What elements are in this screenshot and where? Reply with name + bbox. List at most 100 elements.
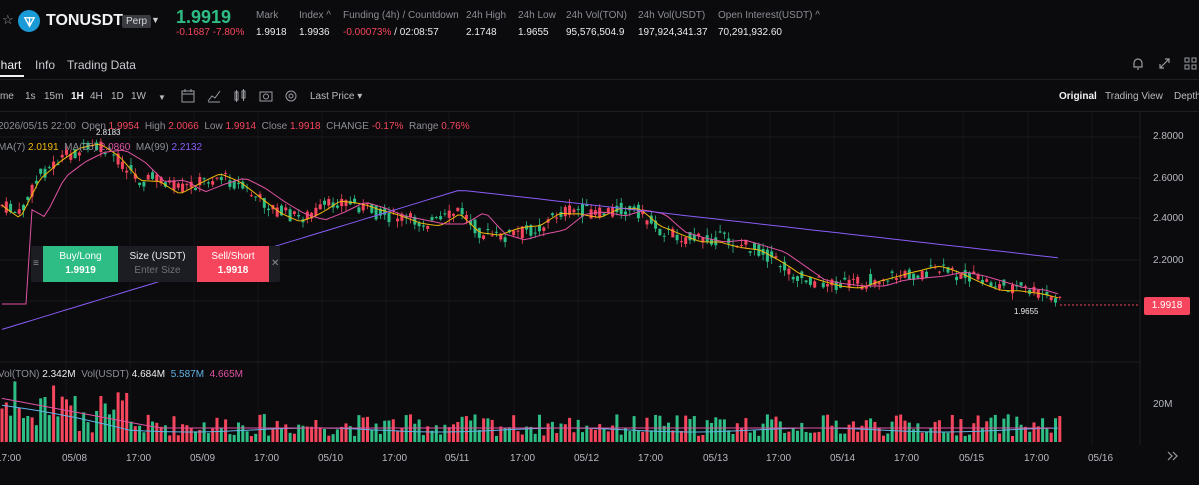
stat-label-index[interactable]: Index ^ bbox=[299, 10, 331, 21]
volume-bar bbox=[292, 433, 296, 442]
time-tick: 17:00 bbox=[510, 453, 536, 464]
candle-body bbox=[585, 204, 589, 207]
volume-bar bbox=[348, 426, 352, 442]
time-tick: 17:00 bbox=[894, 453, 920, 464]
volume-bar bbox=[998, 433, 1002, 442]
candle-body bbox=[460, 208, 464, 215]
interval-1s[interactable]: 1s bbox=[25, 91, 36, 102]
time-tick: 05/11 bbox=[445, 453, 470, 464]
volume-bar bbox=[486, 418, 490, 442]
view-original[interactable]: Original bbox=[1059, 91, 1097, 102]
candle-body bbox=[120, 161, 124, 169]
candle-body bbox=[486, 229, 490, 231]
price-tick: 2.6000 bbox=[1153, 173, 1184, 184]
volume-bar bbox=[245, 431, 249, 442]
candle-body bbox=[542, 227, 546, 231]
volume-bar bbox=[972, 423, 976, 442]
volume-bar bbox=[22, 418, 25, 442]
bell-icon[interactable] bbox=[1132, 57, 1144, 71]
view-trading-view[interactable]: Trading View bbox=[1105, 91, 1163, 102]
interval-1w[interactable]: 1W bbox=[131, 91, 146, 102]
ma7-line bbox=[1, 143, 1059, 299]
interval-1h[interactable]: 1H bbox=[71, 91, 84, 102]
candle-body bbox=[568, 205, 572, 215]
tab-trading-data[interactable]: Trading Data bbox=[67, 58, 136, 72]
indicator-icon[interactable] bbox=[206, 88, 222, 104]
tab-info[interactable]: Info bbox=[35, 58, 56, 72]
candlestick-chart[interactable] bbox=[0, 112, 1199, 485]
candle-body bbox=[869, 274, 873, 285]
volume-bar bbox=[129, 421, 133, 442]
candle-body bbox=[920, 271, 924, 280]
stat-value-mark: 1.9918 bbox=[256, 27, 287, 38]
screenshot-icon[interactable] bbox=[258, 88, 274, 104]
volume-bar bbox=[396, 430, 400, 442]
volume-bar bbox=[568, 417, 572, 442]
volume-bar bbox=[47, 415, 51, 442]
volume-bar bbox=[688, 419, 692, 442]
time-tick: 05/10 bbox=[318, 453, 344, 464]
candle-type-icon[interactable] bbox=[232, 88, 248, 104]
candle-body bbox=[206, 182, 210, 184]
candle-body bbox=[215, 177, 219, 179]
favorite-star-icon[interactable]: ☆ bbox=[2, 12, 14, 27]
tab-chart[interactable]: Chart bbox=[0, 58, 22, 72]
scroll-to-end-icon[interactable] bbox=[1166, 450, 1180, 462]
volume-bar bbox=[714, 417, 718, 442]
volume-bar bbox=[912, 429, 916, 442]
candle-body bbox=[851, 278, 855, 280]
expand-icon[interactable] bbox=[1158, 57, 1171, 70]
close-icon[interactable]: ✕ bbox=[271, 258, 280, 269]
symbol-name[interactable]: TONUSDT bbox=[46, 12, 124, 29]
candle-body bbox=[194, 188, 197, 191]
volume-bar bbox=[916, 423, 920, 442]
volume-bar bbox=[99, 396, 103, 442]
candle-body bbox=[417, 222, 421, 227]
settings-icon[interactable] bbox=[283, 88, 299, 104]
candle-body bbox=[340, 198, 344, 207]
grid-layout-icon[interactable] bbox=[1184, 57, 1197, 70]
sell-short-button[interactable]: Sell/Short 1.9918 bbox=[197, 246, 269, 282]
stat-label-open-interest[interactable]: Open Interest(USDT) ^ bbox=[718, 10, 820, 21]
candle-body bbox=[1045, 292, 1049, 295]
volume-bar bbox=[280, 428, 283, 442]
size-input[interactable]: Size (USDT) Enter Size bbox=[129, 251, 186, 276]
candle-body bbox=[99, 141, 103, 153]
volume-bar bbox=[271, 427, 275, 442]
volume-bar bbox=[550, 421, 554, 442]
candle-body bbox=[520, 226, 524, 239]
volume-bar bbox=[581, 432, 584, 442]
volume-bar bbox=[882, 435, 885, 442]
candle-body bbox=[1054, 298, 1057, 303]
drag-handle-icon[interactable]: ≡ bbox=[33, 258, 39, 269]
volume-bar bbox=[17, 407, 21, 442]
candle-body bbox=[77, 152, 81, 156]
candle-body bbox=[464, 215, 468, 220]
price-change: -0.1687 -7.80% bbox=[176, 27, 245, 38]
volume-bar bbox=[1058, 416, 1062, 442]
interval-1d[interactable]: 1D bbox=[111, 91, 124, 102]
candle-body bbox=[43, 168, 47, 178]
interval-4h[interactable]: 4H bbox=[90, 91, 103, 102]
candle-body bbox=[907, 269, 911, 280]
view-depth[interactable]: Depth bbox=[1174, 91, 1199, 102]
candle-body bbox=[292, 211, 296, 214]
buy-long-button[interactable]: Buy/Long 1.9919 bbox=[43, 246, 118, 282]
candle-body bbox=[421, 225, 425, 227]
volume-bar bbox=[512, 415, 516, 442]
price-type-select[interactable]: Last Price ▾ bbox=[310, 91, 363, 102]
volume-bar bbox=[26, 416, 30, 442]
candle-body bbox=[116, 153, 120, 165]
volume-bar bbox=[353, 435, 357, 442]
volume-bar bbox=[873, 421, 877, 442]
candle-body bbox=[744, 239, 748, 245]
interval-15m[interactable]: 15m bbox=[44, 91, 64, 102]
calendar-icon[interactable] bbox=[180, 88, 196, 104]
time-tick: 17:00 bbox=[0, 453, 22, 464]
stat-value-vol-usdt: 197,924,341.37 bbox=[638, 27, 708, 38]
volume-bar bbox=[1011, 435, 1014, 442]
stat-label-vol-usdt: 24h Vol(USDT) bbox=[638, 10, 706, 21]
symbol-dropdown-icon[interactable]: ▼ bbox=[151, 15, 160, 25]
candle-body bbox=[305, 211, 309, 220]
interval-dropdown-icon[interactable]: ▼ bbox=[158, 93, 166, 102]
